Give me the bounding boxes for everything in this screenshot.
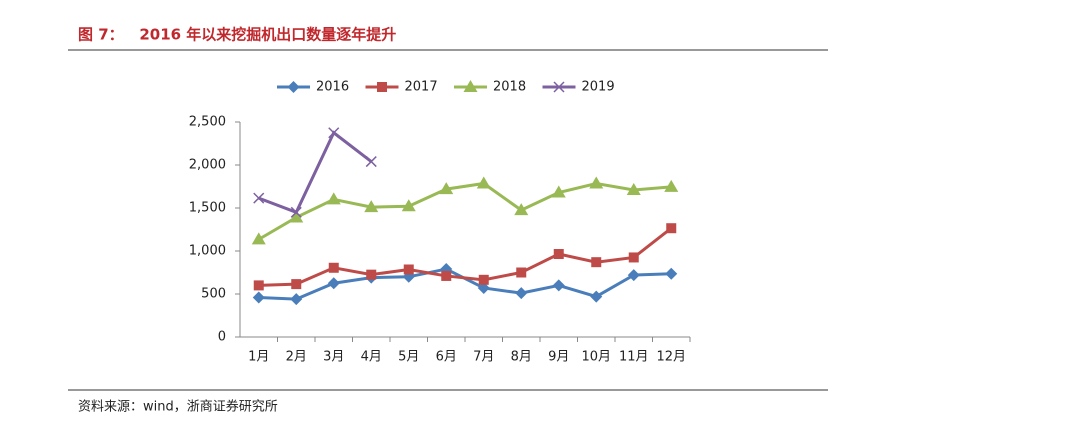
marker: [441, 270, 452, 281]
marker: [552, 279, 565, 292]
y-tick-label: 1,500: [189, 201, 226, 216]
marker: [377, 82, 387, 92]
x-tick-label: 4月: [361, 350, 382, 365]
legend-label: 2017: [405, 80, 438, 95]
series-line: [257, 181, 672, 241]
marker: [516, 267, 527, 278]
x-tick-label: 6月: [436, 350, 457, 365]
x-tick-label: 8月: [511, 350, 532, 365]
series-line: [258, 130, 373, 215]
marker: [551, 185, 566, 198]
marker: [553, 249, 564, 260]
x-tick-label: 9月: [548, 350, 569, 365]
marker: [665, 267, 678, 280]
marker: [591, 257, 602, 268]
marker: [291, 279, 302, 290]
x-tick-label: 2月: [286, 350, 307, 365]
marker: [477, 281, 490, 294]
chart-title: 图 7： 2016 年以来挖掘机出口数量逐年提升: [78, 26, 396, 44]
legend-label: 2019: [582, 80, 615, 95]
x-tick-label: 1月: [248, 350, 269, 365]
marker: [366, 269, 377, 280]
marker: [328, 262, 339, 273]
marker: [515, 287, 528, 300]
marker: [476, 176, 491, 189]
marker: [326, 192, 341, 205]
marker: [289, 210, 304, 223]
marker: [626, 182, 641, 195]
marker: [666, 223, 677, 234]
marker: [251, 232, 266, 245]
marker: [401, 199, 416, 212]
series-line: [258, 227, 673, 287]
marker: [290, 293, 303, 306]
marker: [253, 280, 264, 291]
y-tick-label: 1,000: [189, 244, 226, 259]
marker: [463, 80, 478, 92]
marker: [403, 264, 414, 275]
x-tick-label: 5月: [398, 350, 419, 365]
marker: [364, 200, 379, 213]
marker: [590, 290, 603, 303]
marker: [327, 277, 340, 290]
marker: [439, 182, 454, 195]
marker: [253, 192, 265, 204]
marker: [287, 81, 300, 93]
x-tick-label: 12月: [656, 350, 686, 365]
source: 资料来源：wind，浙商证券研究所: [78, 399, 278, 415]
x-tick-label: 10月: [581, 350, 611, 365]
legend-label: 2016: [316, 80, 349, 95]
marker: [514, 203, 529, 216]
y-tick-label: 500: [201, 287, 226, 302]
legend-label: 2018: [493, 80, 526, 95]
marker: [628, 252, 639, 263]
y-tick-label: 2,500: [189, 115, 226, 130]
marker: [478, 274, 489, 285]
marker: [252, 291, 265, 304]
marker: [627, 269, 640, 282]
marker: [664, 179, 679, 192]
x-tick-label: 11月: [619, 350, 649, 365]
x-tick-label: 3月: [323, 350, 344, 365]
y-tick-label: 2,000: [189, 158, 226, 173]
marker: [553, 81, 565, 93]
marker: [328, 127, 340, 139]
marker: [365, 156, 377, 168]
marker: [589, 176, 604, 189]
x-tick-label: 7月: [473, 350, 494, 365]
y-tick-label: 0: [218, 330, 226, 345]
marker: [290, 206, 302, 218]
